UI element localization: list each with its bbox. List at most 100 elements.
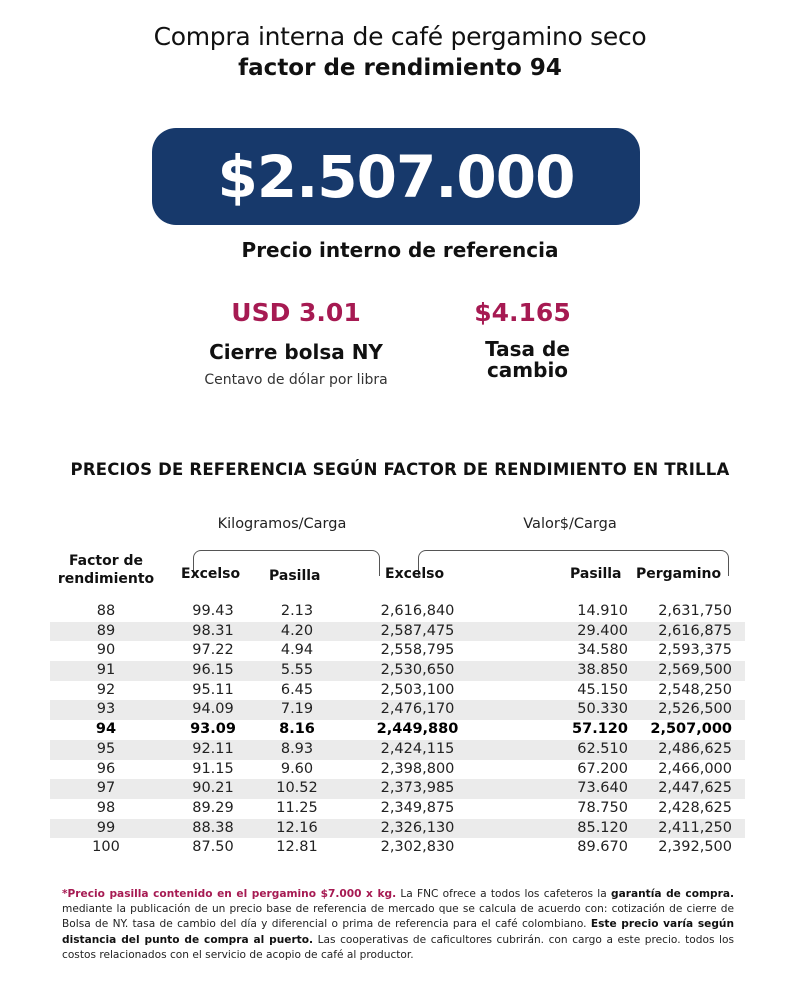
cell-pasilla-value: 78.750 (577, 799, 628, 816)
cell-pergamino-value: 2,392,500 (658, 839, 732, 856)
cell-pasilla-value: 85.120 (577, 819, 628, 836)
header-pergamino: Pergamino (636, 566, 722, 582)
cell-excelso-kg: 87.50 (192, 839, 234, 856)
exchange-rate-label-1: Tasa de (485, 337, 570, 361)
cell-pasilla-kg: 4.94 (280, 642, 314, 659)
cell-excelso-kg: 91.15 (192, 760, 234, 777)
cell-factor: 92 (96, 681, 116, 698)
cell-factor: 98 (96, 799, 116, 816)
cell-pasilla-kg: 8.16 (279, 721, 315, 738)
header-excelso-kg: Excelso (181, 566, 241, 582)
table-row: 89 98.31 4.20 2,587,475 29.400 2,616,875 (50, 621, 745, 642)
cell-pasilla-kg: 2.13 (280, 603, 314, 619)
cell-excelso-kg: 98.31 (192, 622, 234, 639)
ny-close-label: Cierre bolsa NY (209, 340, 383, 364)
table-row: 92 95.11 6.45 2,503,100 45.150 2,548,250 (50, 681, 745, 701)
cell-factor: 93 (96, 701, 116, 718)
cell-excelso-kg: 89.29 (192, 799, 234, 816)
header-factor: Factor de rendimiento (50, 552, 162, 588)
table-title: PRECIOS DE REFERENCIA SEGÚN FACTOR DE RE… (70, 460, 730, 479)
cell-pergamino-value: 2,569,500 (658, 662, 732, 679)
header-factor-2: rendimiento (57, 571, 155, 587)
table-row: 99 88.38 12.16 2,326,130 85.120 2,411,250 (50, 818, 745, 839)
footnote: *Precio pasilla contenido en el pergamin… (62, 887, 734, 963)
cell-pasilla-kg: 12.81 (276, 839, 318, 856)
cell-pasilla-kg: 10.52 (276, 780, 318, 797)
cell-excelso-kg: 93.09 (190, 721, 236, 738)
cell-excelso-value: 2,326,130 (380, 819, 455, 836)
cell-excelso-value: 2,558,795 (380, 642, 455, 659)
ny-close-value: USD 3.01 (231, 298, 361, 327)
cell-pasilla-kg: 6.45 (280, 681, 314, 698)
cell-excelso-value: 2,530,650 (380, 662, 455, 679)
group-kg-bracket (193, 550, 380, 576)
cell-excelso-kg: 96.15 (192, 662, 234, 679)
cell-pergamino-value: 2,411,250 (658, 819, 732, 836)
cell-excelso-value: 2,476,170 (380, 701, 455, 718)
cell-pasilla-value: 73.640 (577, 780, 628, 797)
table-row: 94 93.09 8.16 2,449,880 57.120 2,507,000 (50, 720, 745, 740)
cell-excelso-value: 2,587,475 (380, 622, 455, 639)
group-value-bracket (418, 550, 729, 576)
cell-pergamino-value: 2,447,625 (658, 780, 732, 797)
cell-pasilla-value: 14.910 (577, 603, 628, 619)
cell-excelso-value: 2,424,115 (380, 740, 455, 757)
cell-pergamino-value: 2,428,625 (658, 799, 732, 816)
cell-excelso-value: 2,449,880 (376, 721, 459, 738)
footnote-pasilla-note: *Precio pasilla contenido en el pergamin… (62, 888, 397, 900)
header-pasilla-val: Pasilla (570, 566, 622, 582)
cell-factor: 91 (96, 662, 116, 679)
cell-pasilla-kg: 12.16 (276, 819, 318, 836)
price-table: 88 99.43 2.13 2,616,840 14.910 2,631,750 89 98.… (50, 602, 745, 858)
exchange-rate-value: $4.165 (474, 298, 571, 327)
cell-pergamino-value: 2,507,000 (650, 721, 732, 738)
cell-factor: 89 (96, 622, 116, 639)
cell-pergamino-value: 2,616,875 (658, 622, 732, 639)
footnote-text-1: La FNC ofrece a todos los cafeteros la (396, 888, 612, 900)
group-value-label: Valor$/Carga (523, 516, 617, 532)
footnote-text-3: Las cooperativas de caficultores cubrirá… (62, 933, 735, 961)
cell-pasilla-kg: 9.60 (280, 760, 314, 777)
cell-pasilla-value: 89.670 (577, 839, 628, 856)
reference-price-box: $2.507.000 (152, 128, 640, 225)
cell-factor: 88 (96, 603, 116, 619)
cell-pasilla-value: 29.400 (577, 622, 628, 639)
table-row: 93 94.09 7.19 2,476,170 50.330 2,526,500 (50, 700, 745, 721)
header-pasilla-kg: Pasilla (269, 568, 321, 584)
footnote-text-2: mediante la publicación de un precio bas… (62, 903, 734, 931)
title-line-2: factor de rendimiento 94 (238, 55, 562, 81)
cell-factor: 100 (92, 839, 120, 856)
ny-close-unit: Centavo de dólar por libra (204, 372, 388, 388)
cell-pasilla-value: 62.510 (577, 740, 628, 757)
cell-excelso-kg: 92.11 (192, 740, 234, 757)
table-row: 100 87.50 12.81 2,302,830 89.670 2,392,500 (50, 838, 745, 858)
cell-factor: 97 (96, 780, 116, 797)
cell-pasilla-value: 45.150 (577, 681, 628, 698)
cell-excelso-value: 2,503,100 (380, 681, 455, 698)
cell-pasilla-value: 38.850 (577, 662, 628, 679)
cell-pergamino-value: 2,486,625 (658, 740, 732, 757)
cell-pergamino-value: 2,593,375 (658, 642, 732, 659)
cell-pasilla-value: 34.580 (577, 642, 628, 659)
cell-pergamino-value: 2,631,750 (658, 603, 732, 619)
table-row: 98 89.29 11.25 2,349,875 78.750 2,428,625 (50, 799, 745, 819)
cell-factor: 96 (96, 760, 116, 777)
table-row: 95 92.11 8.93 2,424,115 62.510 2,486,625 (50, 739, 745, 760)
header-factor-1: Factor de (68, 553, 144, 569)
cell-pasilla-kg: 4.20 (280, 622, 314, 639)
cell-excelso-value: 2,373,985 (380, 780, 455, 797)
footnote-distance: Este precio varía según distancia del pu… (62, 918, 734, 946)
cell-excelso-value: 2,398,800 (380, 760, 455, 777)
cell-excelso-value: 2,302,830 (380, 839, 455, 856)
header-excelso-val: Excelso (385, 566, 445, 582)
cell-pergamino-value: 2,548,250 (658, 681, 732, 698)
table-row: 88 99.43 2.13 2,616,840 14.910 2,631,750 (50, 602, 745, 622)
title-line-1: Compra interna de café pergamino seco (153, 22, 647, 51)
cell-pasilla-kg: 11.25 (276, 799, 318, 816)
cell-factor: 99 (96, 819, 116, 836)
cell-excelso-value: 2,616,840 (380, 603, 455, 619)
cell-pasilla-value: 57.120 (572, 721, 628, 738)
group-kg-label: Kilogramos/Carga (217, 516, 347, 532)
footnote-guarantee: garantía de compra. (611, 888, 735, 900)
table-row: 90 97.22 4.94 2,558,795 34.580 2,593,375 (50, 641, 745, 661)
